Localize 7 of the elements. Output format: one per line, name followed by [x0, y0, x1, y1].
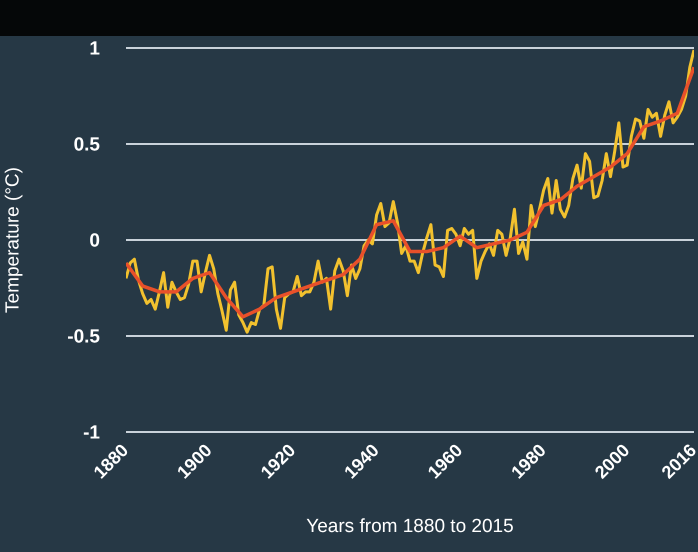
y-axis-title: Temperature (°C)	[2, 167, 24, 313]
y-tick-label: 1	[89, 38, 100, 60]
y-tick-label: -1	[83, 422, 100, 444]
y-tick-label: 0	[89, 230, 100, 252]
x-axis-title: Years from 1880 to 2015	[306, 516, 514, 537]
y-tick-label: -0.5	[67, 326, 100, 348]
y-tick-label: 0.5	[74, 134, 100, 156]
